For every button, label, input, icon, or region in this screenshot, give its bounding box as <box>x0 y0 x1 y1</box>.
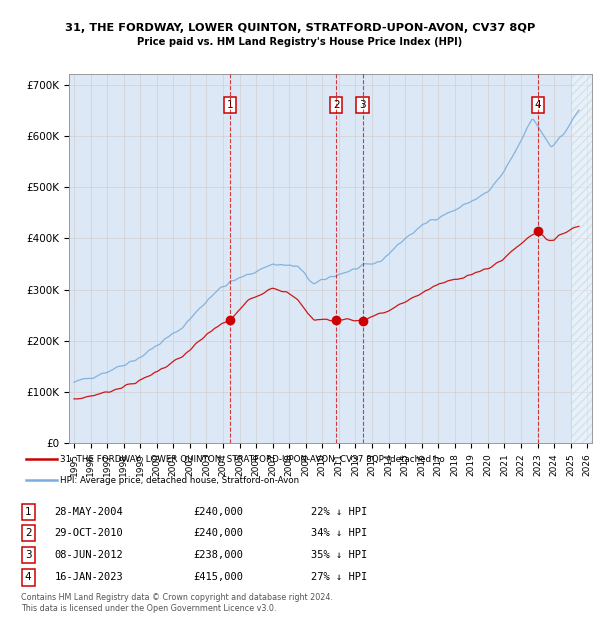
Text: 2: 2 <box>333 100 340 110</box>
Text: 4: 4 <box>535 100 542 110</box>
Text: This data is licensed under the Open Government Licence v3.0.: This data is licensed under the Open Gov… <box>21 604 277 613</box>
Text: 31, THE FORDWAY, LOWER QUINTON, STRATFORD-UPON-AVON, CV37 8QP (detached ho: 31, THE FORDWAY, LOWER QUINTON, STRATFOR… <box>60 455 445 464</box>
Text: 3: 3 <box>359 100 366 110</box>
Text: 4: 4 <box>25 572 31 582</box>
Text: 08-JUN-2012: 08-JUN-2012 <box>55 550 124 560</box>
Text: 34% ↓ HPI: 34% ↓ HPI <box>311 528 368 538</box>
Text: Price paid vs. HM Land Registry's House Price Index (HPI): Price paid vs. HM Land Registry's House … <box>137 37 463 47</box>
Text: 31, THE FORDWAY, LOWER QUINTON, STRATFORD-UPON-AVON, CV37 8QP: 31, THE FORDWAY, LOWER QUINTON, STRATFOR… <box>65 23 535 33</box>
Text: 28-MAY-2004: 28-MAY-2004 <box>55 507 124 517</box>
Text: Contains HM Land Registry data © Crown copyright and database right 2024.: Contains HM Land Registry data © Crown c… <box>21 593 333 601</box>
Text: £415,000: £415,000 <box>193 572 243 582</box>
Bar <box>571 74 592 443</box>
Text: 16-JAN-2023: 16-JAN-2023 <box>55 572 124 582</box>
Text: 29-OCT-2010: 29-OCT-2010 <box>55 528 124 538</box>
Text: 3: 3 <box>25 550 31 560</box>
Text: £240,000: £240,000 <box>193 528 243 538</box>
Text: 22% ↓ HPI: 22% ↓ HPI <box>311 507 368 517</box>
Text: 2: 2 <box>25 528 31 538</box>
Text: £238,000: £238,000 <box>193 550 243 560</box>
Text: 1: 1 <box>226 100 233 110</box>
Text: 27% ↓ HPI: 27% ↓ HPI <box>311 572 368 582</box>
Text: £240,000: £240,000 <box>193 507 243 517</box>
Text: 35% ↓ HPI: 35% ↓ HPI <box>311 550 368 560</box>
Text: 1: 1 <box>25 507 31 517</box>
Text: HPI: Average price, detached house, Stratford-on-Avon: HPI: Average price, detached house, Stra… <box>60 476 299 485</box>
